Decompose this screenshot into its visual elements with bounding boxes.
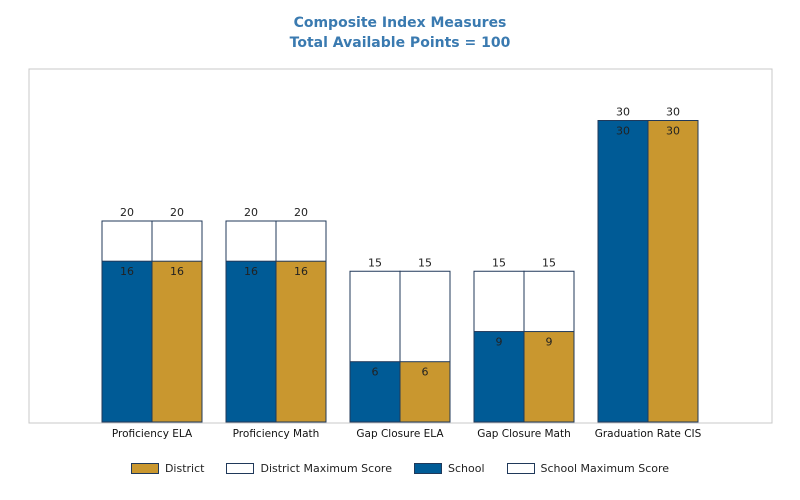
max-label-district-0: 20 [170, 206, 184, 219]
legend-item-school-max: School Maximum Score [506, 462, 670, 475]
max-label-district-3: 15 [542, 256, 556, 269]
category-label-4: Graduation Rate CIS [595, 428, 702, 440]
bars-group [101, 120, 699, 423]
bar-district-4 [647, 120, 699, 423]
legend-label-school-max: School Maximum Score [540, 462, 670, 475]
bar-district-1 [275, 260, 327, 423]
value-label-district-3: 9 [546, 336, 553, 349]
bar-school-3 [473, 331, 525, 423]
max-label-district-1: 20 [294, 206, 308, 219]
legend-swatch-district [130, 463, 159, 474]
value-label-school-3: 9 [496, 336, 503, 349]
max-label-school-1: 20 [244, 206, 258, 219]
max-label-school-2: 15 [368, 256, 382, 269]
chart-subtitle: Total Available Points = 100 [289, 35, 511, 51]
max-label-school-4: 30 [616, 106, 630, 119]
legend-swatch-school-max [506, 463, 535, 474]
bar-chart: 20 16 20 16 Proficiency ELA 20 16 20 16 Proficien… [28, 68, 773, 441]
legend-item-district-max: District Maximum Score [226, 462, 392, 475]
bar-school-2 [349, 361, 401, 423]
legend-label-district-max: District Maximum Score [260, 462, 392, 475]
legend-swatch-school [413, 463, 442, 474]
value-label-district-4: 30 [666, 125, 680, 138]
legend-label-school: School [447, 462, 485, 475]
value-label-district-2: 6 [422, 366, 429, 379]
value-label-district-1: 16 [294, 265, 308, 278]
max-label-school-3: 15 [492, 256, 506, 269]
bar-school-4 [597, 120, 649, 423]
legend: District District Maximum Score School S… [0, 462, 800, 475]
category-label-3: Gap Closure Math [477, 428, 571, 440]
max-label-district-4: 30 [666, 106, 680, 119]
bar-school-0 [101, 260, 153, 423]
bar-district-2 [399, 361, 451, 423]
legend-label-district: District [164, 462, 205, 475]
category-label-1: Proficiency Math [233, 428, 320, 440]
value-label-school-4: 30 [616, 125, 630, 138]
legend-swatch-district-max [226, 463, 255, 474]
max-label-district-2: 15 [418, 256, 432, 269]
max-label-school-0: 20 [120, 206, 134, 219]
category-label-0: Proficiency ELA [112, 428, 193, 440]
value-label-school-2: 6 [372, 366, 379, 379]
bar-district-3 [523, 331, 575, 423]
chart-title: Composite Index Measures [293, 15, 507, 31]
category-label-2: Gap Closure ELA [356, 428, 444, 440]
labels-group: 20 16 20 16 Proficiency ELA 20 16 20 16 Proficien… [112, 106, 702, 441]
legend-item-school: School [413, 462, 485, 475]
value-label-school-1: 16 [244, 265, 258, 278]
legend-item-district: District [130, 462, 205, 475]
bar-school-1 [225, 260, 277, 423]
value-label-district-0: 16 [170, 265, 184, 278]
bar-district-0 [151, 260, 203, 423]
value-label-school-0: 16 [120, 265, 134, 278]
